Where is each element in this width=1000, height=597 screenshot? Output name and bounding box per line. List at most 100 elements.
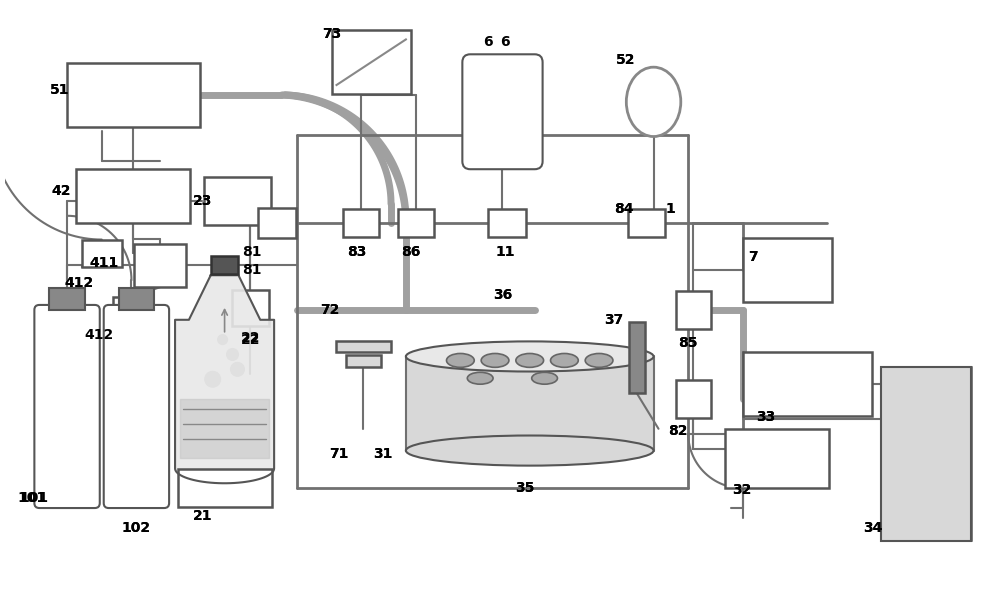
Circle shape bbox=[227, 349, 238, 361]
Text: 52: 52 bbox=[616, 53, 636, 67]
Bar bbox=[628, 209, 665, 236]
Ellipse shape bbox=[626, 67, 681, 137]
Text: 81: 81 bbox=[243, 245, 262, 260]
Bar bbox=[676, 380, 711, 418]
Bar bbox=[676, 291, 711, 329]
Text: 412: 412 bbox=[64, 276, 94, 290]
Bar bbox=[346, 355, 381, 367]
Text: 11: 11 bbox=[495, 245, 515, 260]
Bar bbox=[332, 30, 411, 94]
Text: 33: 33 bbox=[756, 410, 775, 424]
Ellipse shape bbox=[467, 373, 493, 384]
Ellipse shape bbox=[532, 373, 557, 384]
Bar bbox=[211, 256, 238, 274]
Text: 83: 83 bbox=[347, 245, 366, 260]
Text: 1: 1 bbox=[666, 202, 675, 216]
Text: 33: 33 bbox=[756, 410, 775, 424]
Text: 101: 101 bbox=[20, 491, 49, 505]
Bar bbox=[743, 238, 832, 303]
Bar bbox=[336, 341, 391, 352]
Text: 35: 35 bbox=[515, 481, 534, 496]
Text: 23: 23 bbox=[193, 194, 212, 208]
Text: 102: 102 bbox=[122, 521, 151, 535]
Text: 84: 84 bbox=[614, 202, 634, 216]
Bar bbox=[725, 429, 829, 488]
Ellipse shape bbox=[447, 353, 474, 367]
Text: 84: 84 bbox=[614, 202, 634, 216]
Text: 52: 52 bbox=[616, 53, 636, 67]
Text: 73: 73 bbox=[322, 27, 341, 41]
Text: 36: 36 bbox=[493, 288, 513, 302]
Bar bbox=[258, 208, 296, 238]
Bar bbox=[398, 209, 434, 236]
FancyBboxPatch shape bbox=[34, 305, 100, 508]
Text: 1: 1 bbox=[666, 202, 675, 216]
Bar bbox=[204, 177, 271, 224]
Text: 83: 83 bbox=[347, 245, 366, 260]
Text: 23: 23 bbox=[193, 194, 212, 208]
Bar bbox=[178, 469, 272, 507]
Bar bbox=[232, 290, 269, 326]
Text: 51: 51 bbox=[49, 83, 69, 97]
Text: 71: 71 bbox=[329, 447, 348, 460]
Text: 7: 7 bbox=[748, 250, 757, 264]
Bar bbox=[743, 352, 872, 416]
Text: 412: 412 bbox=[64, 276, 94, 290]
Text: 42: 42 bbox=[51, 184, 71, 198]
FancyBboxPatch shape bbox=[104, 305, 169, 508]
Bar bbox=[113, 297, 150, 333]
Text: 21: 21 bbox=[193, 509, 213, 523]
Text: 73: 73 bbox=[322, 27, 341, 41]
Text: 6: 6 bbox=[483, 35, 493, 50]
Bar bbox=[67, 63, 200, 127]
Text: 82: 82 bbox=[669, 424, 688, 438]
Text: 412: 412 bbox=[84, 328, 113, 341]
Text: 7: 7 bbox=[748, 250, 757, 264]
Bar bbox=[76, 169, 190, 223]
Text: 411: 411 bbox=[89, 256, 118, 270]
Bar bbox=[134, 244, 186, 287]
Text: 31: 31 bbox=[373, 447, 393, 460]
Text: 85: 85 bbox=[678, 336, 698, 350]
Bar bbox=[488, 209, 526, 236]
Text: 32: 32 bbox=[732, 483, 751, 497]
Text: 34: 34 bbox=[863, 521, 882, 535]
Bar bbox=[82, 239, 122, 267]
Bar bbox=[881, 367, 971, 540]
Ellipse shape bbox=[406, 341, 654, 371]
Text: 37: 37 bbox=[604, 313, 624, 327]
Text: 21: 21 bbox=[193, 509, 213, 523]
Text: 102: 102 bbox=[122, 521, 151, 535]
Text: 42: 42 bbox=[51, 184, 71, 198]
Bar bbox=[629, 322, 645, 393]
Text: 35: 35 bbox=[515, 481, 534, 496]
Polygon shape bbox=[175, 275, 274, 483]
Bar bbox=[119, 288, 154, 310]
Bar bbox=[49, 288, 85, 310]
Text: 72: 72 bbox=[320, 303, 339, 317]
Text: 32: 32 bbox=[732, 483, 751, 497]
Text: 82: 82 bbox=[669, 424, 688, 438]
Text: 72: 72 bbox=[320, 303, 339, 317]
Text: 71: 71 bbox=[329, 447, 348, 460]
Text: 85: 85 bbox=[678, 336, 698, 350]
Ellipse shape bbox=[551, 353, 578, 367]
Text: 11: 11 bbox=[495, 245, 515, 260]
Bar bbox=[343, 209, 379, 236]
Text: 6: 6 bbox=[500, 35, 510, 50]
Text: 37: 37 bbox=[604, 313, 624, 327]
Text: 36: 36 bbox=[493, 288, 513, 302]
Text: 411: 411 bbox=[89, 256, 118, 270]
Circle shape bbox=[218, 335, 228, 344]
Text: 51: 51 bbox=[49, 83, 69, 97]
Circle shape bbox=[205, 371, 221, 387]
Ellipse shape bbox=[516, 353, 544, 367]
Text: 81: 81 bbox=[243, 263, 262, 277]
Bar bbox=[881, 367, 971, 541]
Text: 22: 22 bbox=[241, 333, 260, 347]
Text: 22: 22 bbox=[241, 331, 260, 344]
Ellipse shape bbox=[406, 436, 654, 466]
Text: 34: 34 bbox=[863, 521, 882, 535]
Text: 101: 101 bbox=[18, 491, 47, 505]
Bar bbox=[406, 356, 654, 451]
